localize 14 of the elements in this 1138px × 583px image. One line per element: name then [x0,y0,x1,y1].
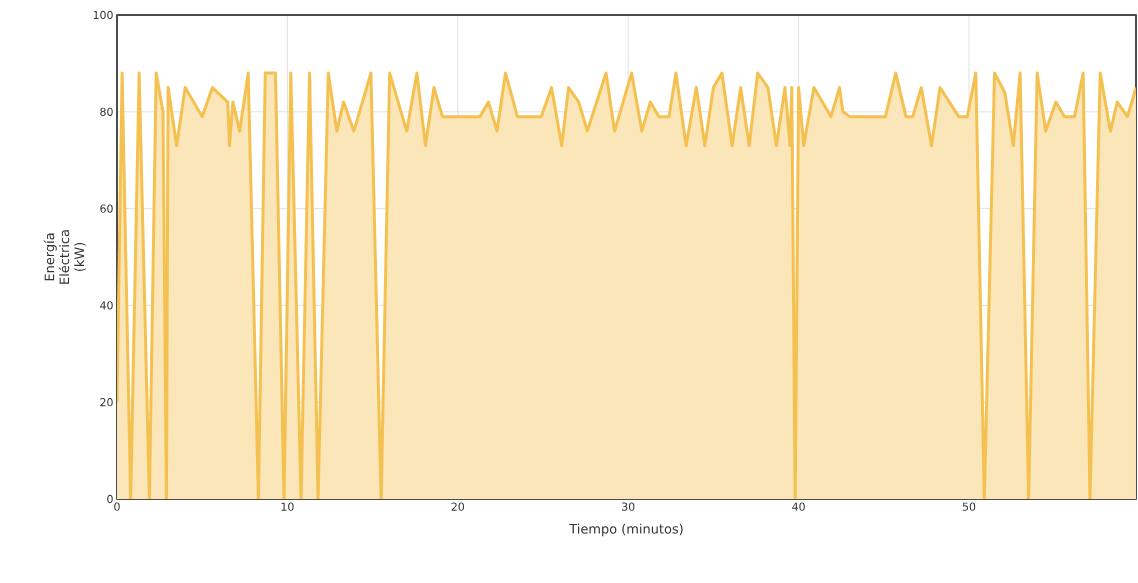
y-tick-label: 100 [93,10,113,20]
y-tick-label: 60 [100,204,113,213]
x-axis-title: Tiempo (minutos) [569,523,683,537]
x-tick-label: 30 [622,502,635,511]
x-tick-label: 20 [451,502,465,511]
y-tick-label: 80 [100,107,113,116]
x-tick-label: 10 [281,502,294,511]
y-tick-label: 0 [107,494,113,504]
y-tick-label: 40 [100,301,113,310]
y-axis-title: Energía Eléctrica (kW) [43,230,86,284]
y-tick-label: 20 [100,398,113,407]
x-tick-label: 50 [962,502,976,511]
x-tick-label: 40 [792,502,805,511]
x-tick-label: 0 [114,502,120,511]
